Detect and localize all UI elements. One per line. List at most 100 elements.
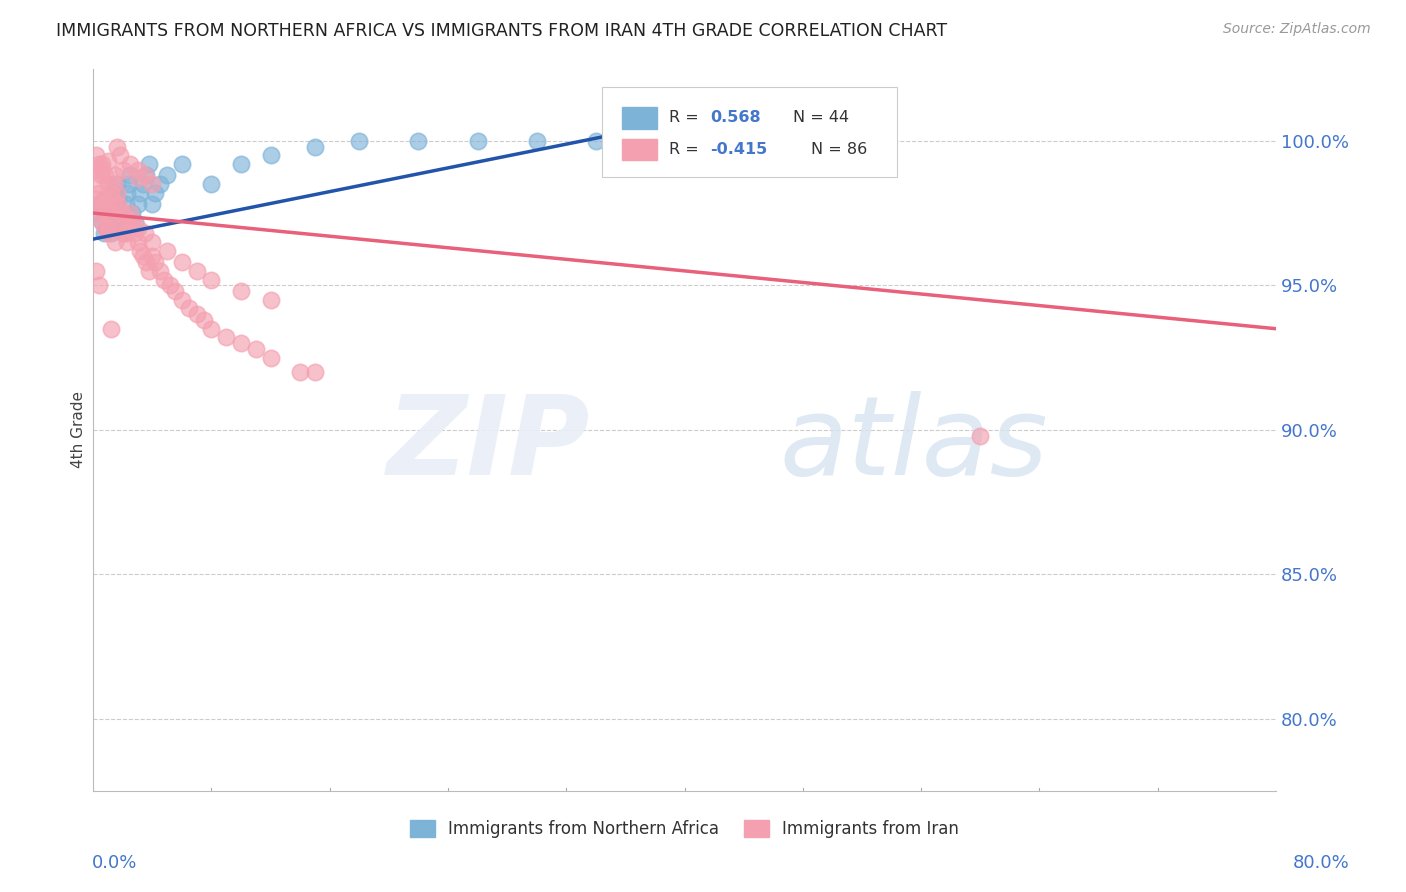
Point <box>644 134 666 148</box>
Point <box>86 177 108 191</box>
Legend: Immigrants from Northern Africa, Immigrants from Iran: Immigrants from Northern Africa, Immigra… <box>404 813 966 845</box>
FancyBboxPatch shape <box>602 87 897 177</box>
Text: N = 44: N = 44 <box>793 111 849 125</box>
Point <box>93 192 115 206</box>
Point <box>97 177 120 191</box>
Point <box>349 134 371 148</box>
Point <box>90 197 112 211</box>
Point <box>124 227 146 241</box>
Text: N = 86: N = 86 <box>811 142 868 157</box>
Point <box>105 186 128 200</box>
Point <box>121 215 143 229</box>
Point <box>100 227 122 241</box>
Point <box>104 235 127 249</box>
Point <box>134 169 156 183</box>
Point <box>135 169 157 183</box>
Point <box>138 264 160 278</box>
Point <box>104 197 127 211</box>
Point <box>132 177 155 191</box>
Point <box>111 206 134 220</box>
Point <box>134 227 156 241</box>
Point <box>97 206 120 220</box>
Point <box>121 206 143 220</box>
Point <box>215 330 238 344</box>
Point <box>259 293 281 307</box>
Point <box>526 134 548 148</box>
Point <box>98 215 121 229</box>
Point <box>94 197 117 211</box>
Point <box>84 192 107 206</box>
Text: atlas: atlas <box>779 391 1047 498</box>
Point <box>91 215 114 229</box>
Point <box>200 272 222 286</box>
Point <box>200 177 222 191</box>
Point <box>127 220 149 235</box>
Point <box>86 197 108 211</box>
Text: ZIP: ZIP <box>387 391 591 498</box>
Point <box>86 206 108 220</box>
Point <box>84 162 107 177</box>
Point <box>101 192 124 206</box>
Point <box>135 255 157 269</box>
Point <box>170 157 193 171</box>
Point <box>129 186 152 200</box>
Point <box>156 169 179 183</box>
Point <box>969 428 991 442</box>
Point <box>127 235 149 249</box>
Point <box>127 162 149 177</box>
Point <box>108 206 131 220</box>
Point <box>141 197 163 211</box>
Point <box>87 186 110 200</box>
Point <box>84 264 107 278</box>
Point <box>100 206 122 220</box>
Point <box>138 157 160 171</box>
Point <box>120 157 142 171</box>
Point <box>245 342 267 356</box>
Point <box>105 177 128 191</box>
Point <box>87 278 110 293</box>
Point <box>170 255 193 269</box>
Bar <box>621 107 658 128</box>
Point <box>110 220 132 235</box>
Point <box>100 322 122 336</box>
Point <box>124 215 146 229</box>
Point <box>114 197 136 211</box>
Point <box>91 157 114 171</box>
Point <box>141 249 163 263</box>
Point <box>112 215 135 229</box>
Point <box>104 169 127 183</box>
Point <box>91 215 114 229</box>
Point <box>159 278 181 293</box>
Text: 80.0%: 80.0% <box>1294 855 1350 872</box>
Point <box>112 215 135 229</box>
Point <box>120 206 142 220</box>
Point <box>84 148 107 162</box>
Text: Source: ZipAtlas.com: Source: ZipAtlas.com <box>1223 22 1371 37</box>
Point <box>259 148 281 162</box>
Point <box>108 206 131 220</box>
Point <box>127 171 149 186</box>
Point <box>90 169 112 183</box>
Point <box>114 227 136 241</box>
Point <box>96 220 118 235</box>
Point <box>304 365 326 379</box>
Point <box>163 284 186 298</box>
Point <box>193 313 215 327</box>
Point <box>170 293 193 307</box>
Point <box>259 351 281 365</box>
Point <box>97 227 120 241</box>
Point <box>87 206 110 220</box>
Point <box>304 139 326 153</box>
Point <box>108 148 131 162</box>
Point <box>103 186 125 200</box>
Point <box>94 192 117 206</box>
Point <box>120 215 142 229</box>
Point <box>186 307 208 321</box>
Point <box>115 235 138 249</box>
Point <box>111 227 134 241</box>
Point <box>149 264 172 278</box>
Point <box>288 365 311 379</box>
Point <box>101 206 124 220</box>
Point <box>149 177 172 191</box>
Point <box>104 197 127 211</box>
